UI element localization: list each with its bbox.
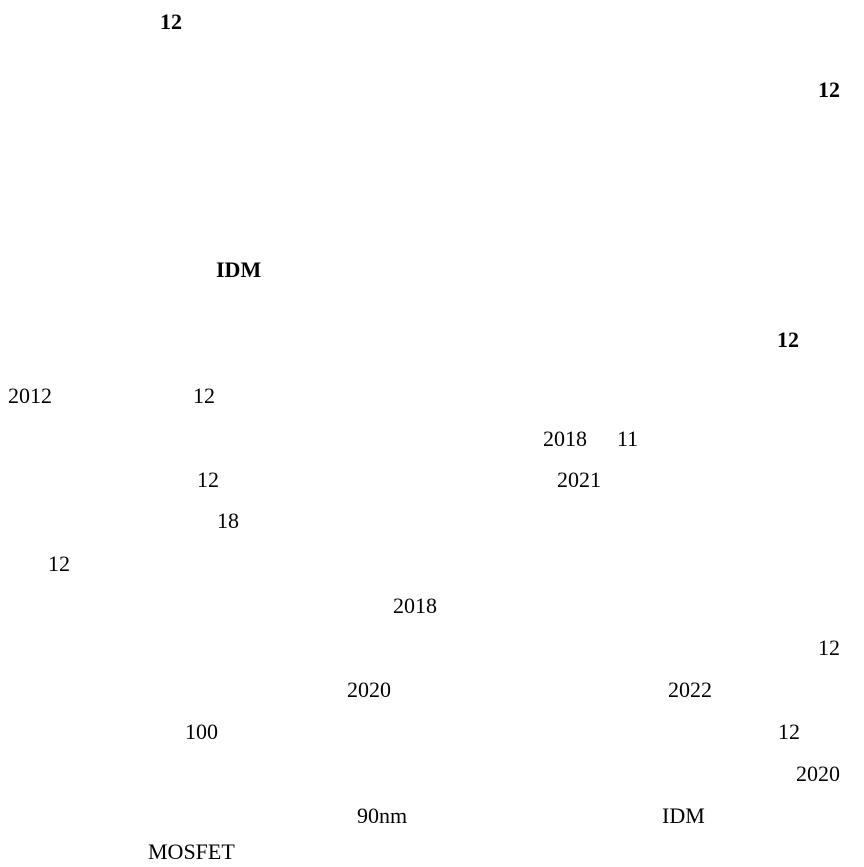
heading-number: 12 <box>160 9 182 34</box>
body-text: 12 <box>193 383 215 408</box>
body-text: 12 <box>197 467 219 492</box>
body-text: 90nm <box>357 803 408 828</box>
body-text: IDM <box>662 803 705 828</box>
heading-number: 12 <box>818 77 840 102</box>
body-text: MOSFET <box>148 839 235 864</box>
body-text: 2021 <box>557 467 601 492</box>
body-text: 2022 <box>668 677 712 702</box>
body-text: 2020 <box>796 761 840 786</box>
body-text: 12 <box>48 551 70 576</box>
body-text: 18 <box>217 508 239 533</box>
body-text: 12 <box>818 635 840 660</box>
body-text: 2020 <box>347 677 391 702</box>
body-text: 2012 <box>8 383 52 408</box>
body-text: 2018 <box>393 593 437 618</box>
body-text: 11 <box>617 426 639 451</box>
body-text: 2018 <box>543 426 587 451</box>
body-text: 12 <box>778 719 800 744</box>
heading-number: 12 <box>777 327 799 352</box>
body-text: 100 <box>185 719 218 744</box>
heading-term: IDM <box>216 257 262 282</box>
